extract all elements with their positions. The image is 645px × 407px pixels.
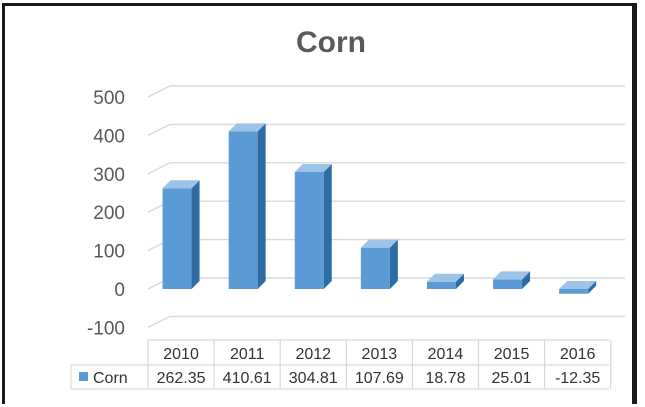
bar	[493, 271, 530, 289]
chart-title: Corn	[296, 26, 366, 59]
gridline	[148, 86, 625, 97]
category-label: 2015	[494, 346, 530, 363]
legend-swatch	[79, 372, 88, 381]
bar	[295, 164, 332, 289]
gridline	[148, 163, 625, 174]
bar	[559, 281, 596, 294]
y-tick-label: 200	[93, 203, 125, 224]
category-label: 2012	[295, 346, 331, 363]
value-label: 107.69	[355, 370, 404, 387]
legend-label: Corn	[93, 370, 128, 387]
gridlines	[148, 86, 625, 327]
value-label: 410.61	[223, 370, 272, 387]
category-label: 2014	[428, 346, 464, 363]
value-label: 262.35	[157, 370, 206, 387]
chart-frame: Corn 500 400 300 200 100 0 -100 Corn 2010 262.35…	[2, 3, 637, 404]
bar	[427, 274, 464, 289]
category-label: 2013	[362, 346, 398, 363]
y-axis-ticks: 500 400 300 200 100 0 -100	[87, 88, 125, 339]
category-label: 2010	[163, 346, 199, 363]
gridline	[148, 124, 625, 135]
corn-chart: Corn 500 400 300 200 100 0 -100 Corn 2010 262.35…	[5, 6, 635, 407]
gridline	[148, 201, 625, 212]
y-tick-label: 400	[93, 126, 125, 147]
category-label: 2016	[560, 346, 596, 363]
value-label: -12.35	[555, 370, 600, 387]
y-tick-label: 100	[93, 242, 125, 263]
category-label: 2011	[230, 346, 265, 363]
y-tick-label: 500	[93, 88, 125, 109]
value-label: 18.78	[425, 370, 465, 387]
value-label: 25.01	[492, 370, 532, 387]
bar	[163, 180, 200, 289]
value-label: 304.81	[289, 370, 338, 387]
data-table: Corn 2010 262.35 2011 410.61 2012 304.81 2013 10…	[71, 340, 611, 389]
bar	[361, 240, 398, 289]
bar	[229, 123, 266, 289]
bars	[163, 123, 597, 293]
y-tick-label: 300	[93, 165, 125, 186]
gridline	[148, 316, 625, 327]
y-tick-label: -100	[87, 318, 125, 339]
y-tick-label: 0	[114, 280, 125, 301]
